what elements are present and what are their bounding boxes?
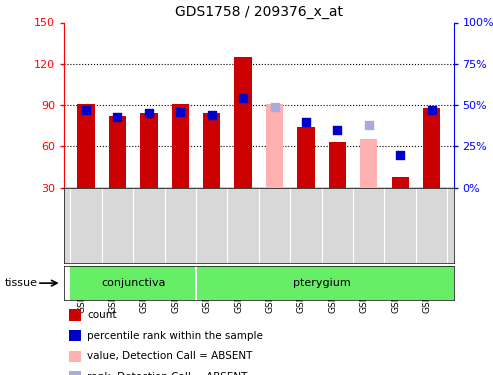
Bar bbox=[266, 104, 283, 188]
Bar bbox=[329, 142, 346, 188]
Point bbox=[82, 107, 90, 113]
Bar bbox=[140, 113, 158, 188]
Point bbox=[333, 127, 341, 133]
Bar bbox=[197, 266, 454, 300]
Bar bbox=[70, 266, 195, 300]
Point bbox=[113, 114, 121, 120]
Bar bbox=[109, 116, 126, 188]
Point bbox=[396, 152, 404, 157]
Bar bbox=[77, 104, 95, 188]
Bar bbox=[297, 127, 315, 188]
Bar bbox=[203, 113, 220, 188]
Point bbox=[365, 122, 373, 128]
Point bbox=[208, 112, 215, 118]
Text: pterygium: pterygium bbox=[293, 278, 351, 288]
Text: conjunctiva: conjunctiva bbox=[101, 278, 166, 288]
Text: tissue: tissue bbox=[5, 278, 38, 288]
Text: value, Detection Call = ABSENT: value, Detection Call = ABSENT bbox=[87, 351, 252, 361]
Point bbox=[145, 110, 153, 116]
Text: rank, Detection Call = ABSENT: rank, Detection Call = ABSENT bbox=[87, 372, 247, 375]
Point bbox=[427, 107, 435, 113]
Bar bbox=[360, 140, 378, 188]
Bar bbox=[423, 108, 440, 188]
Title: GDS1758 / 209376_x_at: GDS1758 / 209376_x_at bbox=[175, 5, 343, 19]
Bar bbox=[391, 177, 409, 188]
Point bbox=[239, 95, 247, 101]
Point bbox=[176, 109, 184, 115]
Point bbox=[302, 118, 310, 124]
Bar bbox=[172, 104, 189, 188]
Text: count: count bbox=[87, 310, 117, 320]
Text: percentile rank within the sample: percentile rank within the sample bbox=[87, 331, 263, 340]
Bar bbox=[235, 57, 252, 188]
Point bbox=[271, 104, 279, 110]
